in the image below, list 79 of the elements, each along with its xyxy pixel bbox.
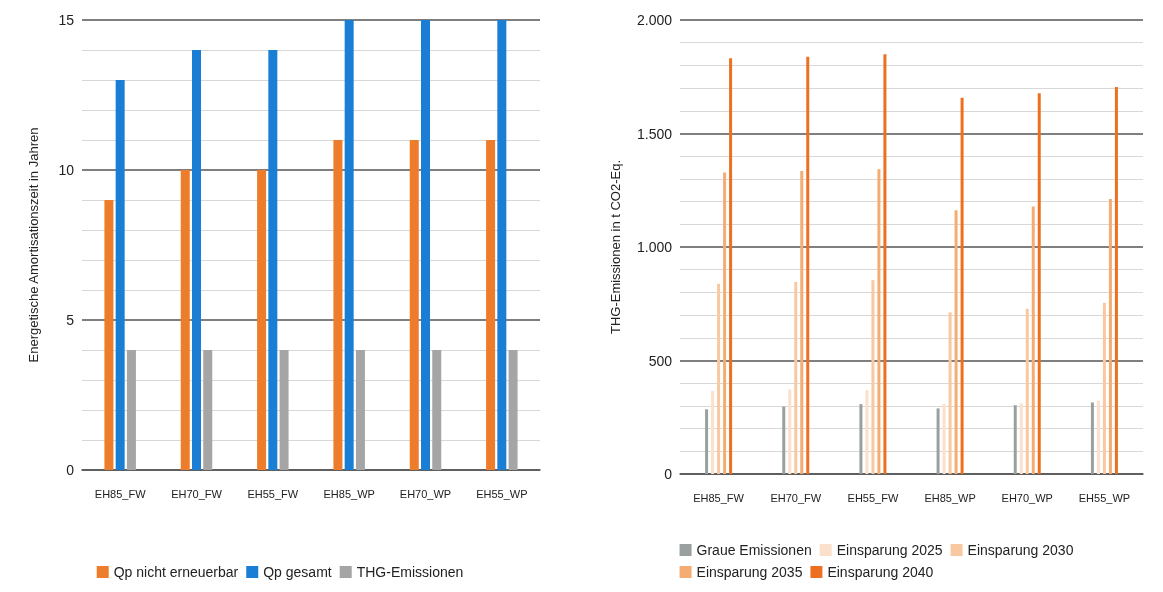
- x-tick-label: EH70_WP: [1001, 491, 1053, 504]
- legend-label: Einsparung 2040: [827, 564, 934, 580]
- bar: [705, 409, 709, 474]
- bar: [1090, 402, 1094, 474]
- bar: [1037, 93, 1041, 474]
- bar: [409, 140, 419, 470]
- legend-label: Einsparung 2025: [836, 542, 943, 558]
- bar: [1019, 403, 1023, 474]
- bar: [355, 350, 365, 470]
- y-axis-title: Energetische Amortisationszeit in Jahren: [26, 127, 41, 363]
- legend-label: THG-Emissionen: [356, 564, 464, 580]
- bar: [859, 404, 863, 474]
- bar: [794, 281, 798, 474]
- bar: [104, 200, 114, 470]
- bar: [942, 404, 946, 474]
- bar: [883, 54, 887, 474]
- y-axis-title: THG-Emissionen in t CO2-Eq.: [608, 159, 623, 335]
- y-tick-label: 15: [58, 12, 75, 28]
- y-tick-label: 0: [66, 462, 75, 478]
- bar: [782, 406, 786, 474]
- x-tick-label: EH70_FW: [770, 491, 822, 504]
- y-tick-label: 2.000: [636, 12, 673, 28]
- bar: [948, 312, 952, 474]
- legend-label: Qp gesamt: [263, 564, 332, 580]
- bar: [806, 56, 810, 474]
- bar: [421, 20, 430, 470]
- x-tick-label: EH70_WP: [399, 487, 452, 500]
- bar: [508, 350, 518, 470]
- legend-label: Einsparung 2030: [967, 542, 1074, 558]
- y-tick-label: 1.000: [636, 239, 673, 255]
- bar: [333, 140, 343, 470]
- legend-label: Einsparung 2035: [696, 564, 803, 580]
- x-tick-label: EH55_WP: [476, 487, 528, 500]
- y-tick-label: 1.500: [636, 125, 673, 142]
- bar: [203, 350, 213, 470]
- bar: [1114, 86, 1118, 474]
- y-tick-label: 5: [66, 312, 75, 328]
- bar: [960, 97, 964, 474]
- bar: [877, 169, 881, 474]
- y-tick-label: 500: [648, 352, 673, 369]
- bar: [729, 58, 733, 474]
- bar: [268, 50, 278, 470]
- x-tick-label: EH55_FW: [247, 487, 299, 500]
- x-tick-label: EH85_FW: [693, 491, 745, 504]
- bar: [936, 408, 940, 474]
- bar: [126, 350, 136, 470]
- x-tick-label: EH85_FW: [94, 487, 147, 500]
- bar: [871, 280, 875, 474]
- bar: [180, 170, 190, 470]
- bar: [717, 283, 721, 474]
- x-tick-label: EH85_WP: [323, 487, 375, 500]
- bar: [1102, 302, 1106, 474]
- bar: [1096, 400, 1100, 474]
- x-tick-label: EH55_FW: [847, 491, 899, 504]
- bar: [800, 170, 804, 474]
- bar: [788, 389, 792, 474]
- x-tick-label: EH70_FW: [171, 487, 223, 500]
- bar: [1031, 206, 1035, 474]
- bar: [1013, 405, 1017, 474]
- bar: [865, 390, 869, 474]
- y-tick-label: 0: [664, 466, 673, 482]
- legend-label: Qp nicht erneuerbar: [113, 564, 239, 580]
- bar: [432, 350, 442, 470]
- legend-label: Graue Emissionen: [696, 542, 812, 558]
- bar: [711, 390, 715, 474]
- bar: [486, 140, 496, 470]
- bar: [344, 20, 354, 470]
- bar: [497, 20, 507, 470]
- bar: [257, 170, 267, 470]
- x-tick-label: EH55_WP: [1078, 491, 1131, 504]
- bar: [192, 50, 201, 470]
- bar: [279, 350, 289, 470]
- bar: [954, 210, 958, 474]
- x-tick-label: EH85_WP: [924, 491, 976, 504]
- bar: [1108, 198, 1112, 474]
- bar: [1025, 308, 1029, 474]
- y-tick-label: 10: [58, 162, 75, 178]
- bar: [723, 172, 727, 474]
- bar: [115, 80, 125, 470]
